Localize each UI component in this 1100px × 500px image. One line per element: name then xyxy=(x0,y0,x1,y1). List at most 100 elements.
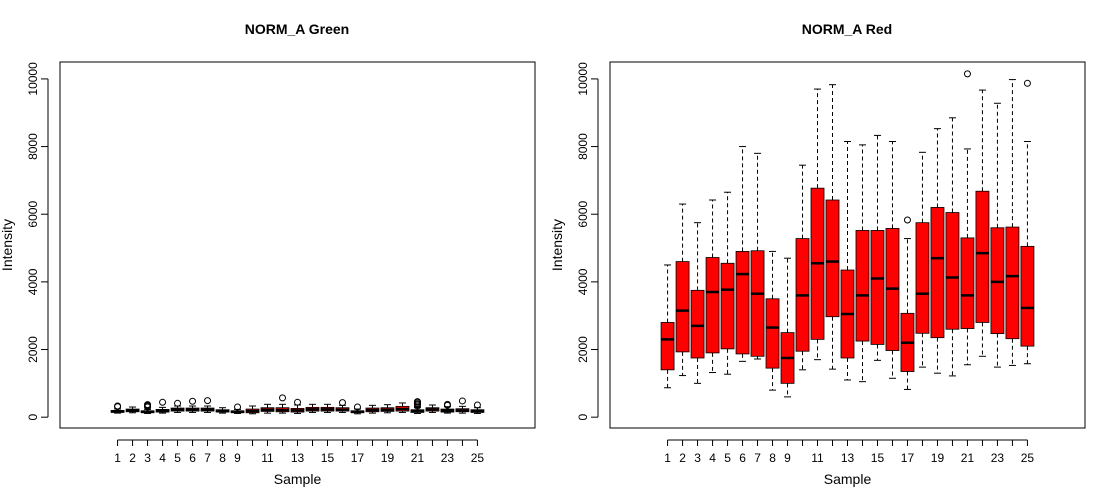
x-tick-label: 19 xyxy=(931,451,945,465)
outlier-point xyxy=(159,398,167,406)
box-sample-6 xyxy=(735,146,750,362)
box-sample-9 xyxy=(230,403,245,414)
box-sample-19 xyxy=(380,404,395,414)
outlier-point xyxy=(473,401,481,409)
x-tick-label: 1 xyxy=(664,451,671,465)
box-sample-6 xyxy=(185,397,200,413)
x-tick-label: 6 xyxy=(739,451,746,465)
x-tick-label: 17 xyxy=(351,451,365,465)
box-sample-21 xyxy=(960,70,975,366)
x-axis-label: Sample xyxy=(824,471,872,487)
outlier-point xyxy=(174,399,182,407)
box-sample-10 xyxy=(245,405,260,415)
x-tick-label: 7 xyxy=(754,451,761,465)
x-tick-label: 9 xyxy=(784,451,791,465)
box-iqr xyxy=(735,251,750,355)
box-sample-25 xyxy=(1020,79,1035,365)
outlier-point xyxy=(413,398,421,406)
box-iqr xyxy=(675,261,690,353)
x-tick-label: 2 xyxy=(129,451,136,465)
x-tick-label: 1 xyxy=(114,451,121,465)
plot-frame xyxy=(609,61,1086,429)
outlier-point xyxy=(204,397,212,405)
box-sample-2 xyxy=(125,406,140,414)
y-tick-label: 2000 xyxy=(26,336,40,363)
box-sample-8 xyxy=(765,250,780,391)
y-tick-label: 8000 xyxy=(576,133,590,160)
box-sample-4 xyxy=(155,398,170,414)
box-iqr xyxy=(660,322,675,371)
x-tick-label: 5 xyxy=(724,451,731,465)
outlier-point xyxy=(234,403,242,411)
box-iqr xyxy=(825,199,840,318)
box-iqr xyxy=(1005,226,1020,340)
outlier-point xyxy=(1023,79,1031,87)
y-tick-label: 2000 xyxy=(576,336,590,363)
box-sample-5 xyxy=(170,399,185,413)
box-sample-22 xyxy=(425,404,440,413)
y-axis-label: Intensity xyxy=(0,219,15,271)
x-tick-label: 5 xyxy=(174,451,181,465)
y-tick-label: 8000 xyxy=(26,133,40,160)
box-sample-19 xyxy=(930,128,945,374)
plot-frame xyxy=(59,61,536,429)
outlier-point xyxy=(114,402,122,410)
y-tick-label: 10000 xyxy=(26,62,40,96)
outlier-point xyxy=(458,397,466,405)
x-tick-label: 9 xyxy=(234,451,241,465)
x-tick-label: 4 xyxy=(159,451,166,465)
box-sample-17 xyxy=(350,403,365,415)
outlier-point xyxy=(353,403,361,411)
x-tick-label: 3 xyxy=(694,451,701,465)
outlier-point xyxy=(144,401,152,409)
x-tick-label: 25 xyxy=(1021,451,1035,465)
x-tick-label: 3 xyxy=(144,451,151,465)
box-iqr xyxy=(870,230,885,345)
box-sample-25 xyxy=(470,401,485,414)
x-tick-label: 4 xyxy=(709,451,716,465)
x-tick-label: 19 xyxy=(381,451,395,465)
box-sample-2 xyxy=(675,203,690,377)
outlier-point xyxy=(279,394,287,402)
box-iqr xyxy=(1020,245,1035,347)
x-tick-label: 25 xyxy=(471,451,485,465)
x-tick-label: 21 xyxy=(411,451,425,465)
x-tick-label: 7 xyxy=(204,451,211,465)
x-tick-label: 6 xyxy=(189,451,196,465)
x-tick-label: 11 xyxy=(261,451,274,465)
box-sample-24 xyxy=(455,397,470,414)
x-tick-label: 8 xyxy=(769,451,776,465)
chart-title: NORM_A Red xyxy=(802,21,893,37)
outlier-point xyxy=(189,397,197,405)
x-tick-label: 23 xyxy=(991,451,1005,465)
box-sample-8 xyxy=(215,407,230,414)
box-sample-3 xyxy=(140,401,155,414)
x-axis-label: Sample xyxy=(274,471,322,487)
box-sample-16 xyxy=(335,399,350,413)
y-tick-label: 0 xyxy=(26,414,40,421)
y-tick-label: 0 xyxy=(576,414,590,421)
box-sample-12 xyxy=(275,394,290,414)
box-iqr xyxy=(975,190,990,323)
box-sample-1 xyxy=(660,264,675,389)
x-tick-label: 23 xyxy=(441,451,455,465)
box-sample-3 xyxy=(690,222,705,384)
box-sample-13 xyxy=(290,398,305,414)
box-sample-4 xyxy=(705,199,720,374)
box-sample-14 xyxy=(855,144,870,383)
box-sample-16 xyxy=(885,140,900,379)
box-sample-14 xyxy=(305,403,320,413)
outlier-point xyxy=(443,400,451,408)
x-tick-label: 13 xyxy=(291,451,305,465)
box-sample-18 xyxy=(915,151,930,368)
outlier-point xyxy=(963,70,971,78)
x-tick-label: 11 xyxy=(811,451,824,465)
x-tick-label: 17 xyxy=(901,451,915,465)
outlier-point xyxy=(294,398,301,406)
box-sample-11 xyxy=(810,88,825,361)
box-sample-20 xyxy=(395,402,410,413)
panel-green: NORM_A Green Sample Intensity 0 2000 4000 6000… xyxy=(0,21,536,487)
box-sample-12 xyxy=(825,84,840,370)
y-tick-label: 4000 xyxy=(576,268,590,295)
outlier-point xyxy=(338,399,346,407)
